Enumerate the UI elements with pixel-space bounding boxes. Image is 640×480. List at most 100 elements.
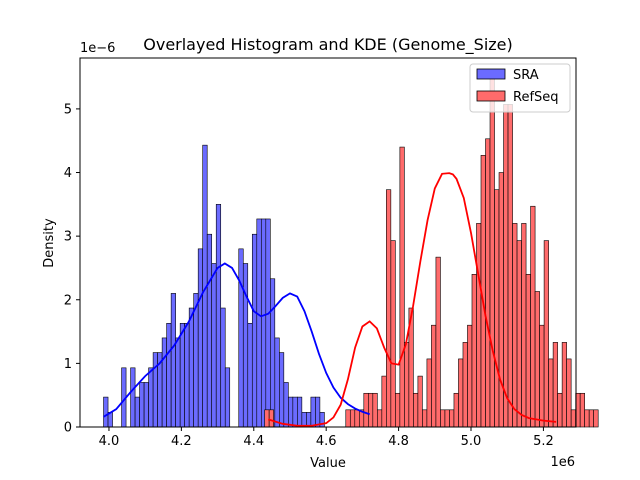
bar-refseq xyxy=(521,223,527,428)
bar-refseq xyxy=(512,223,518,428)
legend-label-refseq: RefSeq xyxy=(513,90,559,105)
bar-refseq xyxy=(435,256,441,428)
bar-refseq xyxy=(422,409,428,428)
bar-refseq xyxy=(503,104,509,428)
x-axis-scale-label: 1e6 xyxy=(550,455,575,470)
bar-refseq xyxy=(449,409,455,428)
bar-refseq xyxy=(377,409,383,428)
x-axis: 4.0 4.2 4.4 4.6 4.8 5.0 5.2 xyxy=(99,427,554,449)
bar-sra xyxy=(260,218,267,428)
bar-sra xyxy=(143,382,149,428)
bar-refseq xyxy=(431,324,437,428)
bar-refseq xyxy=(413,392,419,428)
bar-refseq xyxy=(453,392,459,428)
bar-refseq xyxy=(390,240,396,428)
bar-refseq xyxy=(458,358,464,428)
bar-sra xyxy=(188,307,194,428)
y-tick-label: 5 xyxy=(64,102,72,117)
bar-sra xyxy=(139,382,145,428)
bar-refseq xyxy=(543,240,549,428)
bar-sra xyxy=(274,337,280,428)
y-tick-label: 0 xyxy=(64,421,72,436)
bar-refseq xyxy=(534,291,540,428)
y-axis-label: Density xyxy=(42,218,57,268)
bar-sra xyxy=(148,367,154,428)
bar-sra xyxy=(170,293,176,428)
bar-sra xyxy=(297,396,303,428)
bar-refseq xyxy=(462,342,468,428)
bar-refseq xyxy=(363,392,369,428)
kde-line-refseq xyxy=(267,172,557,427)
bar-refseq xyxy=(588,409,594,428)
legend-swatch-refseq xyxy=(476,90,506,102)
bar-refseq xyxy=(354,409,360,428)
x-tick-label: 4.8 xyxy=(388,434,409,449)
bar-sra xyxy=(179,322,185,428)
bar-refseq xyxy=(404,342,410,428)
bar-sra xyxy=(193,293,199,428)
bar-refseq xyxy=(516,240,522,428)
x-tick-label: 4.0 xyxy=(99,434,120,449)
bar-refseq xyxy=(489,70,495,428)
bar-refseq xyxy=(485,138,491,428)
bar-sra xyxy=(206,233,213,428)
bar-refseq xyxy=(467,324,473,428)
bar-refseq xyxy=(593,409,599,428)
bar-sra xyxy=(166,322,172,428)
chart-title: Overlayed Histogram and KDE (Genome_Size… xyxy=(143,35,513,55)
y-axis: 0 1 2 3 4 5 xyxy=(64,102,80,436)
bar-sra xyxy=(301,412,307,428)
bar-refseq xyxy=(530,205,536,428)
bar-refseq xyxy=(440,409,446,428)
bar-sra xyxy=(288,396,294,428)
bar-refseq xyxy=(552,342,558,428)
bar-sra xyxy=(130,367,136,428)
bar-refseq xyxy=(494,189,500,428)
bar-sra xyxy=(315,396,321,428)
bar-sra xyxy=(175,337,181,428)
bar-sra xyxy=(247,322,253,428)
bar-sra xyxy=(310,396,316,428)
bar-sra xyxy=(265,218,271,428)
bar-refseq xyxy=(539,324,545,428)
bar-sra xyxy=(306,412,312,428)
bar-refseq xyxy=(557,392,563,428)
bar-refseq xyxy=(566,358,572,428)
bar-refseq xyxy=(444,409,450,428)
plot-frame xyxy=(79,57,577,428)
kde-line-sra xyxy=(103,262,370,418)
bar-sra xyxy=(224,367,231,428)
kde-curves xyxy=(103,172,557,427)
bar-sra xyxy=(279,352,285,428)
bar-refseq xyxy=(507,104,513,428)
x-tick-label: 4.6 xyxy=(316,434,337,449)
bar-refseq xyxy=(584,409,590,428)
bar-sra xyxy=(134,396,140,428)
legend-swatch-sra xyxy=(476,68,506,80)
bar-sra xyxy=(242,263,249,428)
histogram-bars xyxy=(103,70,599,428)
bar-refseq xyxy=(368,392,374,428)
bar-refseq xyxy=(561,342,567,428)
bar-sra xyxy=(103,396,109,428)
bar-sra xyxy=(251,233,258,428)
bar-sra xyxy=(292,396,298,428)
y-axis-scale-label: 1e−6 xyxy=(80,41,115,56)
legend-label-sra: SRA xyxy=(513,68,539,83)
bar-refseq xyxy=(525,274,531,428)
bar-refseq xyxy=(426,358,432,428)
bar-sra xyxy=(220,307,226,428)
bar-refseq xyxy=(579,392,585,428)
bar-refseq xyxy=(264,409,270,428)
bar-sra xyxy=(152,352,158,428)
bar-sra xyxy=(184,322,190,428)
bar-refseq xyxy=(471,274,477,428)
bar-refseq xyxy=(476,223,482,428)
bar-sra xyxy=(197,248,203,428)
y-tick-label: 4 xyxy=(64,166,72,181)
y-tick-label: 3 xyxy=(64,230,72,245)
bar-refseq xyxy=(349,409,356,428)
bar-sra xyxy=(256,218,262,428)
bar-refseq xyxy=(395,392,401,428)
